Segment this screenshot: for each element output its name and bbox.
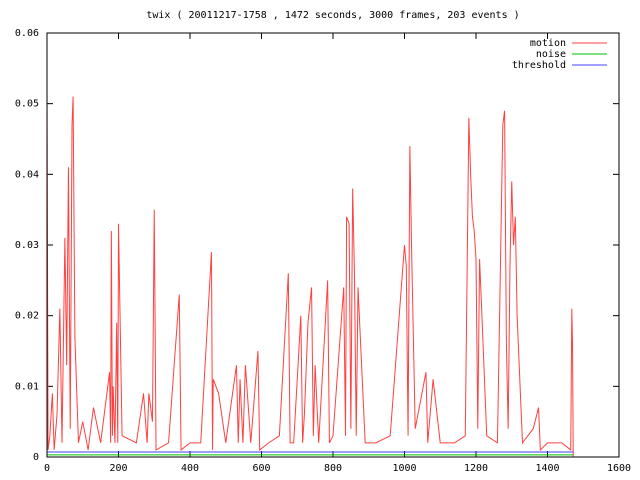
legend-label: noise (536, 49, 566, 60)
x-tick-label: 1000 (392, 463, 416, 474)
x-tick-label: 1200 (464, 463, 488, 474)
legend-label: threshold (512, 60, 566, 71)
x-tick-label: 1400 (535, 463, 559, 474)
plot-border (46, 32, 620, 458)
x-tick-label: 0 (44, 463, 50, 474)
y-tick-label: 0.02 (15, 311, 39, 322)
y-tick-label: 0.05 (15, 99, 39, 110)
x-tick-label: 1600 (607, 463, 631, 474)
y-tick-label: 0.06 (15, 28, 39, 39)
y-tick-label: 0.01 (15, 381, 39, 392)
y-tick-label: 0.04 (15, 169, 39, 180)
series-line (46, 89, 574, 458)
x-tick-label: 200 (109, 463, 127, 474)
legend-label: motion (530, 38, 566, 49)
chart-title: twix ( 20011217-1758 , 1472 seconds, 300… (146, 10, 519, 21)
x-tick-label: 800 (324, 463, 342, 474)
x-tick-label: 600 (252, 463, 270, 474)
y-tick-label: 0.03 (15, 240, 39, 251)
y-tick-label: 0 (33, 452, 39, 463)
x-tick-label: 400 (181, 463, 199, 474)
